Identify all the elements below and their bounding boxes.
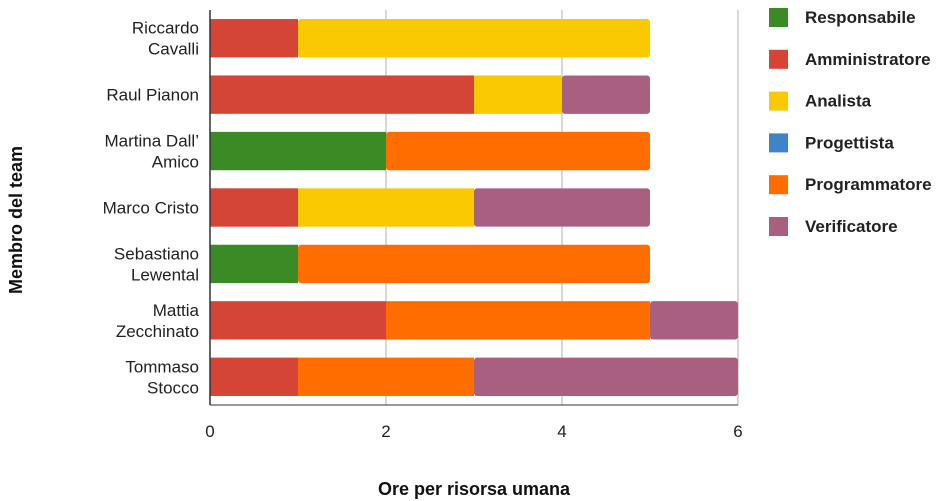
bar-programmatore-5	[386, 301, 650, 340]
legend-label-verificatore: Verificatore	[805, 217, 898, 236]
x-axis: 0 2 4 6	[205, 10, 743, 441]
bar-verificatore-3	[474, 188, 650, 227]
x-tick-label-0: 0	[205, 422, 214, 441]
x-tick-label-2: 2	[381, 422, 390, 441]
bar-amministratore-1	[210, 75, 474, 114]
category-label-3: Marco Cristo	[103, 199, 199, 218]
legend-swatch-responsabile	[769, 8, 788, 27]
bar-responsabile-4	[210, 244, 298, 284]
legend-swatch-progettista	[769, 133, 788, 153]
bar-verificatore-6	[474, 357, 738, 396]
legend-label-analista: Analista	[805, 92, 872, 111]
bar-amministratore-3	[210, 188, 298, 227]
bar-verificatore-5	[650, 301, 738, 340]
bar-responsabile-2	[210, 131, 386, 171]
bar-verificatore-1	[562, 75, 650, 114]
legend-swatch-amministratore	[769, 49, 788, 69]
legend-label-progettista: Progettista	[805, 133, 894, 152]
legend-item-amministratore: Amministratore	[769, 49, 931, 69]
bar-programmatore-2	[386, 131, 650, 171]
bars	[210, 19, 738, 396]
category-label-6: Tommaso Stocco	[125, 357, 199, 397]
legend-item-progettista: Progettista	[769, 133, 894, 153]
legend-label-amministratore: Amministratore	[805, 50, 931, 69]
category-label-5: Mattia Zecchinato	[116, 301, 200, 341]
legend-swatch-programmatore	[769, 175, 788, 195]
legend: Responsabile Amministratore Analista Proget…	[769, 8, 932, 236]
bar-programmatore-4	[298, 244, 650, 284]
legend-item-analista: Analista	[769, 91, 872, 111]
bar-amministratore-0	[210, 19, 298, 58]
category-label-2: Martina Dall’ Amico	[105, 132, 199, 172]
bar-programmatore-6	[298, 357, 474, 396]
category-label-0: Riccardo Cavalli	[132, 19, 199, 59]
x-axis-title: Ore per risorsa umana	[378, 479, 571, 499]
legend-swatch-verificatore	[769, 217, 788, 236]
x-tick-label-4: 4	[557, 422, 566, 441]
legend-swatch-analista	[769, 91, 788, 111]
bar-analista-1	[474, 75, 562, 114]
y-axis-title: Membro del team	[6, 146, 26, 294]
legend-item-responsabile: Responsabile	[769, 8, 916, 27]
category-label-1: Raul Pianon	[106, 86, 199, 105]
legend-label-programmatore: Programmatore	[805, 175, 932, 194]
bar-analista-0	[298, 19, 650, 58]
legend-label-responsabile: Responsabile	[805, 8, 916, 27]
category-label-4: Sebastiano Lewental	[114, 244, 199, 284]
legend-item-programmatore: Programmatore	[769, 175, 932, 195]
bar-amministratore-5	[210, 301, 386, 340]
category-labels: Riccardo Cavalli Raul Pianon Martina Dall’ A…	[103, 19, 200, 398]
x-tick-label-6: 6	[733, 422, 742, 441]
legend-item-verificatore: Verificatore	[769, 217, 898, 236]
bar-amministratore-6	[210, 357, 298, 396]
bar-analista-3	[298, 188, 474, 227]
